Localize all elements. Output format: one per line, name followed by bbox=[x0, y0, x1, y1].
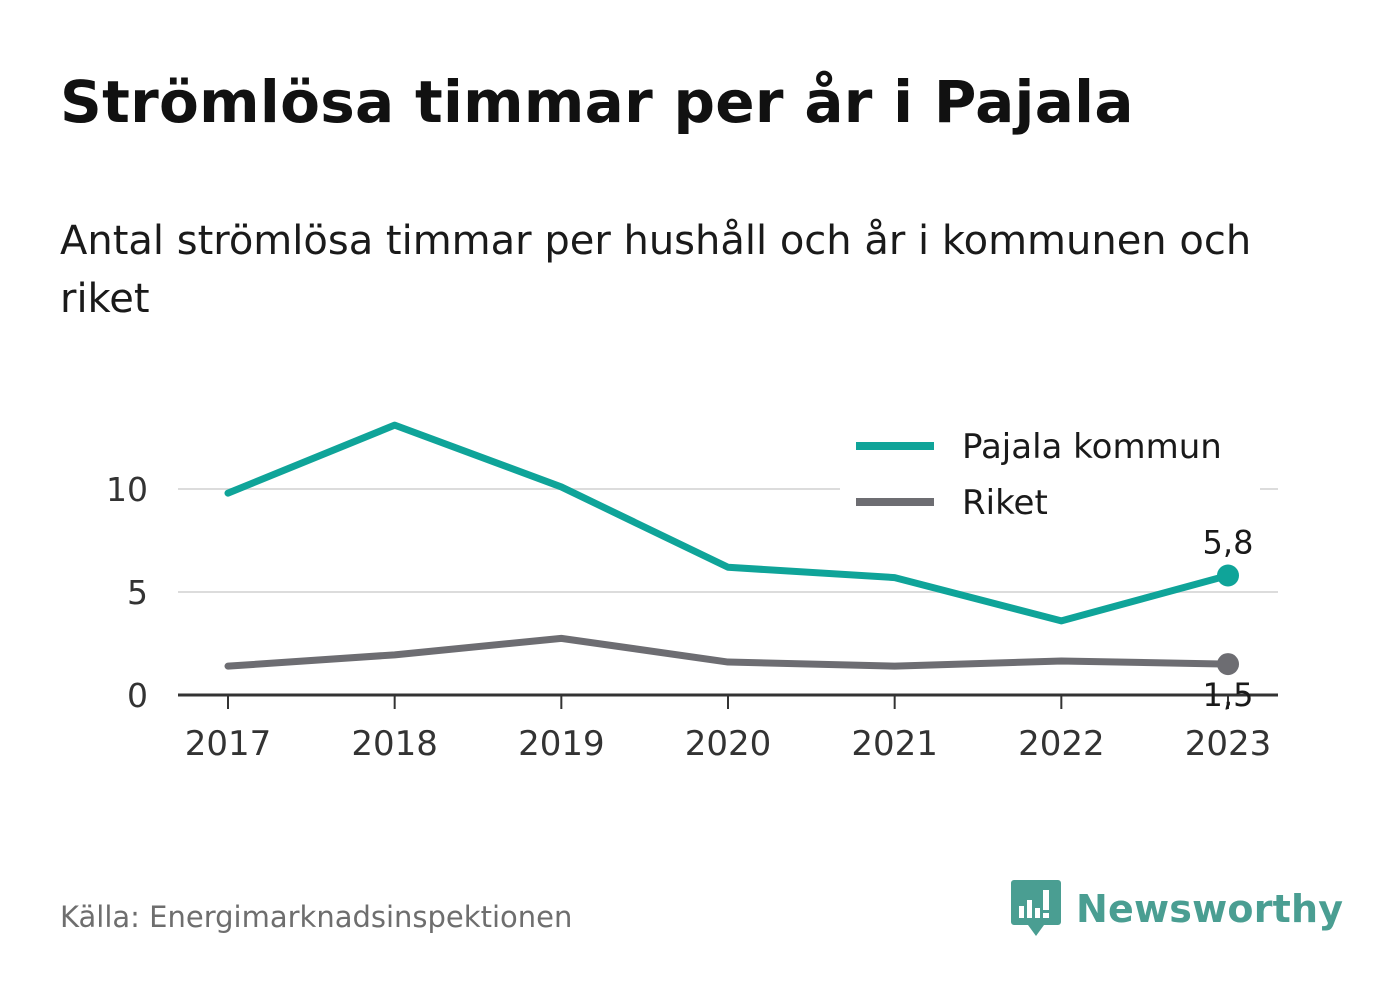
source-note: Källa: Energimarknadsinspektionen bbox=[60, 900, 573, 934]
series-lines bbox=[224, 421, 1239, 676]
grid-lines: 0 5 10 bbox=[106, 470, 1278, 715]
newsworthy-logo-icon bbox=[1011, 880, 1061, 936]
data-label: 5,8 bbox=[1203, 524, 1254, 562]
series-end-point bbox=[1217, 564, 1239, 587]
data-labels: 5,8 1,5 bbox=[1203, 524, 1254, 715]
brand-logo[interactable]: Newsworthy bbox=[1010, 878, 1343, 940]
chart-title: Strömlösa timmar per år i Pajala bbox=[60, 68, 1134, 136]
x-tick-label: 2018 bbox=[351, 724, 438, 764]
legend: Pajala kommun Riket bbox=[840, 418, 1260, 528]
y-tick-label: 10 bbox=[106, 470, 148, 509]
y-tick-label: 5 bbox=[127, 573, 148, 612]
x-tick-label: 2020 bbox=[685, 724, 772, 764]
x-axis: 2017 2018 2019 2020 2021 2022 2023 bbox=[178, 693, 1278, 764]
chart-subtitle: Antal strömlösa timmar per hushåll och å… bbox=[60, 218, 1252, 322]
legend-label: Pajala kommun bbox=[962, 427, 1222, 467]
x-tick-label: 2023 bbox=[1185, 724, 1272, 764]
data-label: 1,5 bbox=[1203, 676, 1254, 714]
y-tick-label: 0 bbox=[127, 676, 148, 715]
brand-name: Newsworthy bbox=[1076, 887, 1344, 931]
legend-label: Riket bbox=[962, 483, 1048, 523]
x-tick-label: 2021 bbox=[851, 724, 938, 764]
x-tick-label: 2019 bbox=[518, 724, 605, 764]
series-end-point bbox=[1217, 653, 1239, 676]
x-tick-label: 2017 bbox=[185, 724, 272, 764]
series-line-riket bbox=[224, 634, 1232, 670]
legend-background bbox=[840, 418, 1260, 528]
x-tick-label: 2022 bbox=[1018, 724, 1105, 764]
series-line-pajala bbox=[224, 421, 1232, 625]
